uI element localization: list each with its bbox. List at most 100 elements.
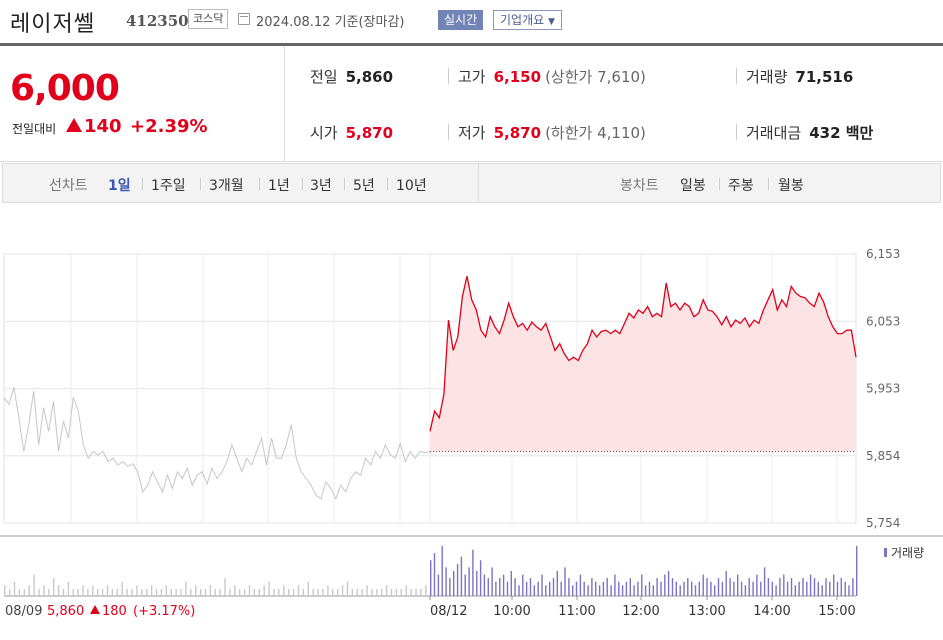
period-3y[interactable]: 3년 <box>310 178 332 194</box>
prev-close: 전일 5,860 <box>310 66 393 87</box>
volume-bar <box>312 588 314 596</box>
calendar-icon <box>238 13 250 25</box>
period-1y[interactable]: 1년 <box>268 178 290 194</box>
volume-bar <box>694 585 697 596</box>
period-1w[interactable]: 1주일 <box>151 178 186 194</box>
volume-bar <box>437 574 440 596</box>
volume-bar <box>243 588 246 596</box>
volume-bar <box>856 546 858 596</box>
volume-bar <box>721 581 724 596</box>
volume-bar <box>111 588 114 596</box>
volume-bar <box>602 581 605 596</box>
volume-bar <box>598 585 601 596</box>
volume-bar <box>150 585 153 596</box>
volume-bar <box>740 581 743 596</box>
divider <box>302 178 303 190</box>
divider <box>200 178 201 190</box>
volume-bar <box>57 585 60 596</box>
change-percent: +2.39% <box>130 116 208 137</box>
volume-bar <box>288 588 290 596</box>
volume-label: 거래량 <box>746 68 788 86</box>
volume-bar <box>92 585 94 596</box>
volume-bar <box>499 578 501 596</box>
volume-bar <box>28 585 30 596</box>
volume-bar <box>618 581 620 596</box>
candle-daily[interactable]: 일봉 <box>680 178 706 194</box>
volume-bar <box>224 578 226 596</box>
volume-bar <box>464 574 466 596</box>
volume-bar <box>733 581 735 596</box>
volume-bar <box>204 588 207 596</box>
lower-limit: (하한가 4,110) <box>545 124 646 142</box>
period-5y[interactable]: 5년 <box>353 178 375 194</box>
low-label: 저가 <box>458 124 486 142</box>
stock-code: 412350 <box>126 12 189 30</box>
low-price: 저가 5,870 (하한가 4,110) <box>458 122 646 143</box>
volume-bar <box>794 585 796 596</box>
volume-bar <box>371 588 373 596</box>
volume-bar <box>48 588 50 596</box>
volume-bar <box>390 588 393 596</box>
candle-weekly[interactable]: 주봉 <box>728 178 754 194</box>
period-1d[interactable]: 1일 <box>108 178 131 194</box>
volume-bar <box>23 588 25 596</box>
volume-bar <box>317 588 319 596</box>
volume-bar <box>786 581 789 596</box>
x-tick-label: 12:00 <box>622 604 659 619</box>
volume-bar <box>621 585 624 596</box>
divider <box>387 178 388 190</box>
volume-bar <box>806 581 808 596</box>
volume-bar <box>395 588 398 596</box>
change-value: 140 <box>84 116 122 137</box>
company-info-label: 기업개요 <box>500 13 545 27</box>
header-divider <box>0 43 943 46</box>
volume-bar <box>683 581 685 596</box>
prev-day-change: 180 <box>102 604 127 619</box>
volume-bar <box>33 574 35 596</box>
volume-bar <box>817 581 819 596</box>
volume-bar <box>583 581 585 596</box>
change-label: 전일대비 <box>12 122 57 136</box>
volume-bar <box>852 578 854 596</box>
volume-legend: 거래량 <box>884 546 924 560</box>
candle-monthly[interactable]: 월봉 <box>778 178 804 194</box>
volume-bar <box>190 588 192 596</box>
chevron-down-icon: ▼ <box>548 17 555 27</box>
volume-bar <box>170 588 172 596</box>
volume-bar <box>487 578 489 596</box>
volume-bar <box>821 585 823 596</box>
volume-bar <box>101 588 104 596</box>
volume-bar <box>468 567 470 596</box>
volume-bar <box>529 578 532 596</box>
volume-bar <box>706 578 708 596</box>
y-axis-labels: 6,153 6,053 5,953 5,854 5,754 <box>866 247 900 530</box>
period-10y[interactable]: 10년 <box>396 178 427 194</box>
y-tick-label: 5,953 <box>866 382 900 396</box>
volume-bar <box>72 588 74 596</box>
volume-bar <box>844 581 846 596</box>
company-info-dropdown[interactable]: 기업개요 ▼ <box>493 10 562 30</box>
volume-bar <box>268 581 270 596</box>
volume-bar <box>361 588 363 596</box>
x-tick-label: 11:00 <box>558 604 595 619</box>
today-area <box>430 276 856 452</box>
period-3m[interactable]: 3개월 <box>209 178 244 194</box>
volume-bar <box>441 546 443 596</box>
realtime-button[interactable]: 실시간 <box>438 10 484 30</box>
volume-bar <box>13 581 16 596</box>
volume-legend-swatch <box>884 548 887 557</box>
trade-amount: 거래대금 432 백만 <box>746 122 873 143</box>
x-tick-label: 13:00 <box>688 604 725 619</box>
volume-bar <box>453 571 455 596</box>
volume-bar <box>199 588 202 596</box>
volume-bar <box>595 581 597 596</box>
volume-bar <box>219 588 221 596</box>
market-badge: 코스닥 <box>188 9 229 29</box>
volume-bar <box>8 588 11 596</box>
volume-bar <box>737 574 739 596</box>
prev-close-value: 5,860 <box>345 68 394 86</box>
volume-bar <box>131 588 133 596</box>
volume-bar <box>460 556 463 596</box>
volume-bar <box>292 588 295 596</box>
volume-bar <box>136 585 138 596</box>
